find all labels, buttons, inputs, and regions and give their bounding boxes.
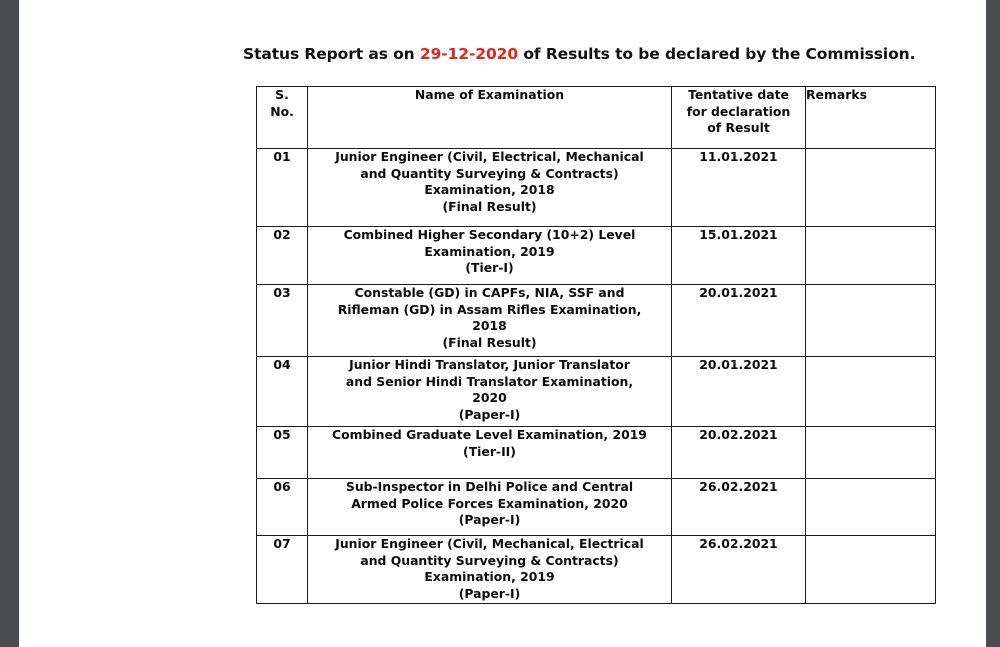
exam-name-line: Examination, 2018 [424, 182, 555, 197]
exam-name-line: and Quantity Surveying & Contracts) [360, 552, 619, 568]
table-row: 07 Junior Engineer (Civil, Mechanical, E… [256, 535, 936, 604]
cell-serial-number: 06 [256, 478, 308, 536]
cell-serial-number: 05 [256, 426, 308, 479]
cell-remarks [805, 284, 936, 357]
serial-header-line-1: S. [275, 87, 289, 102]
exam-name-line: Constable (GD) in CAPFs, NIA, SSF and [354, 285, 625, 300]
date-header-line-1: Tentative date [688, 87, 789, 102]
cell-serial-number: 01 [256, 148, 308, 227]
table-row: 04 Junior Hindi Translator, Junior Trans… [256, 356, 936, 427]
exam-name-line: Junior Engineer (Civil, Electrical, Mech… [335, 149, 644, 164]
table-row: 01 Junior Engineer (Civil, Electrical, M… [256, 148, 936, 227]
results-status-table: S. No. Name of Examination Tentative dat… [256, 86, 936, 604]
exam-name-line: Examination, 2019 [424, 243, 555, 259]
column-header-tentative-date: Tentative date for declaration of Result [671, 86, 806, 149]
date-header-line-3: of Result [707, 120, 770, 135]
table-row: 03 Constable (GD) in CAPFs, NIA, SSF and… [256, 284, 936, 357]
column-header-remarks: Remarks [805, 86, 936, 149]
cell-remarks [805, 356, 936, 427]
cell-tentative-date: 11.01.2021 [671, 148, 806, 227]
cell-remarks [805, 148, 936, 227]
cell-serial-number: 03 [256, 284, 308, 357]
column-header-serial-number: S. No. [256, 86, 308, 149]
cell-tentative-date: 26.02.2021 [671, 478, 806, 536]
table-row: 05 Combined Graduate Level Examination, … [256, 426, 936, 479]
exam-name-line: (Final Result) [442, 334, 537, 350]
column-header-exam-name: Name of Examination [307, 86, 672, 149]
exam-name-line: Examination, 2019 [424, 569, 555, 584]
exam-name-line: and Senior Hindi Translator Examination, [345, 373, 634, 389]
cell-exam-name: Combined Graduate Level Examination, 201… [307, 426, 672, 479]
exam-name-line: (Paper-I) [458, 512, 521, 527]
exam-name-line: (Tier-I) [465, 260, 514, 275]
table-body: 01 Junior Engineer (Civil, Electrical, M… [256, 148, 936, 604]
cell-exam-name: Junior Engineer (Civil, Mechanical, Elec… [307, 535, 672, 604]
exam-name-line: and Quantity Surveying & Contracts) [360, 165, 619, 181]
exam-name-line: Armed Police Forces Examination, 2020 [351, 495, 628, 511]
cell-tentative-date: 20.02.2021 [671, 426, 806, 479]
cell-serial-number: 04 [256, 356, 308, 427]
cell-serial-number: 02 [256, 226, 308, 285]
cell-serial-number: 07 [256, 535, 308, 604]
exam-name-line: Combined Graduate Level Examination, 201… [332, 427, 647, 442]
exam-name-line: Combined Higher Secondary (10+2) Level [343, 227, 636, 242]
exam-name-line: (Tier-II) [463, 443, 516, 459]
cell-exam-name: Constable (GD) in CAPFs, NIA, SSF and Ri… [307, 284, 672, 357]
table-header-row: S. No. Name of Examination Tentative dat… [256, 86, 936, 149]
cell-tentative-date: 20.01.2021 [671, 284, 806, 357]
title-suffix: of Results to be declared by the Commiss… [518, 45, 916, 63]
exam-name-line: (Paper-I) [458, 585, 521, 601]
exam-name-line: 2020 [472, 390, 507, 405]
title-prefix: Status Report as on [243, 45, 420, 63]
cell-tentative-date: 15.01.2021 [671, 226, 806, 285]
exam-name-line: (Final Result) [442, 198, 537, 214]
exam-name-line: Junior Hindi Translator, Junior Translat… [349, 357, 630, 372]
cell-remarks [805, 226, 936, 285]
cell-remarks [805, 535, 936, 604]
title-report-date: 29-12-2020 [419, 45, 519, 63]
exam-name-line: (Paper-I) [458, 406, 521, 422]
cell-exam-name: Junior Engineer (Civil, Electrical, Mech… [307, 148, 672, 227]
cell-exam-name: Combined Higher Secondary (10+2) Level E… [307, 226, 672, 285]
exam-name-line: 2018 [472, 318, 507, 333]
table-row: 06 Sub-Inspector in Delhi Police and Cen… [256, 478, 936, 536]
cell-exam-name: Junior Hindi Translator, Junior Translat… [307, 356, 672, 427]
cell-remarks [805, 426, 936, 479]
cell-exam-name: Sub-Inspector in Delhi Police and Centra… [307, 478, 672, 536]
exam-name-line: Rifleman (GD) in Assam Rifles Examinatio… [337, 301, 642, 317]
document-page: Status Report as on 29-12-2020 of Result… [19, 0, 986, 647]
page-title: Status Report as on 29-12-2020 of Result… [243, 45, 916, 63]
date-header-line-2: for declaration [686, 103, 791, 119]
cell-remarks [805, 478, 936, 536]
serial-header-line-2: No. [270, 103, 294, 119]
cell-tentative-date: 26.02.2021 [671, 535, 806, 604]
cell-tentative-date: 20.01.2021 [671, 356, 806, 427]
exam-name-line: Junior Engineer (Civil, Mechanical, Elec… [335, 536, 644, 551]
exam-name-line: Sub-Inspector in Delhi Police and Centra… [345, 479, 634, 494]
table-row: 02 Combined Higher Secondary (10+2) Leve… [256, 226, 936, 285]
